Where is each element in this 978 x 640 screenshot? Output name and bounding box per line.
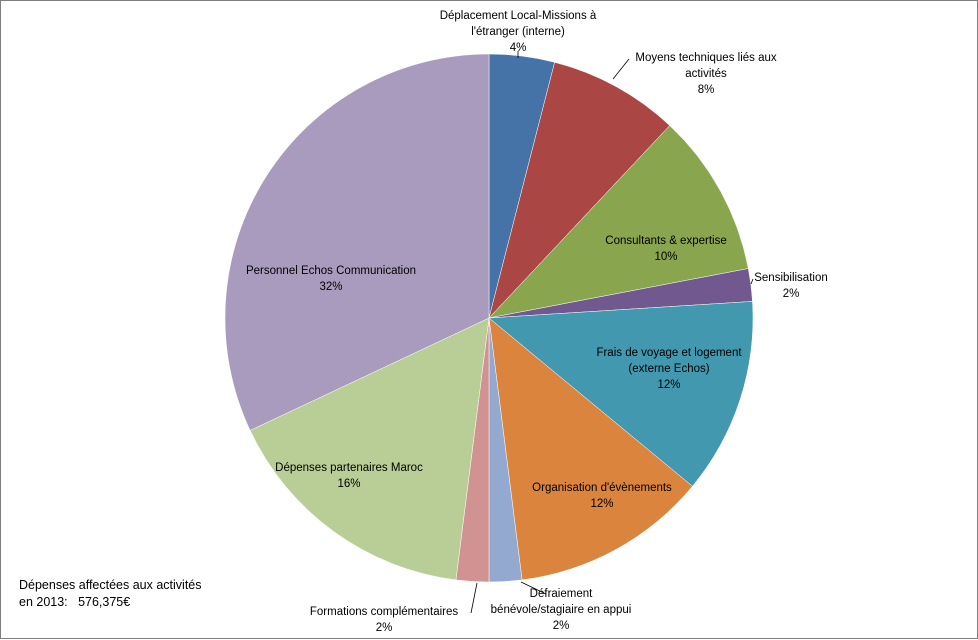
data-label-name: Consultants & expertise bbox=[605, 235, 726, 247]
data-labels: Déplacement Local-Missions à l'étranger (… bbox=[246, 10, 828, 634]
data-label-name: Défraiement bbox=[530, 588, 593, 600]
data-label-name: l'étranger (interne) bbox=[471, 26, 565, 38]
data-label-percent: 16% bbox=[337, 478, 360, 490]
data-label-name: activités bbox=[685, 68, 727, 80]
leader-line-7 bbox=[520, 581, 547, 595]
data-label-percent: 4% bbox=[510, 42, 527, 54]
pie-slice-3 bbox=[488, 125, 749, 319]
data-label-percent: 2% bbox=[553, 620, 570, 632]
data-label-percent: 32% bbox=[319, 281, 342, 293]
data-label-5: Frais de voyage et logement (externe Echo… bbox=[596, 347, 742, 391]
data-label-6: Organisation d'évènements 12% bbox=[532, 482, 672, 510]
data-label-percent: 10% bbox=[654, 251, 677, 263]
data-label-9: Dépenses partenaires Maroc 16% bbox=[275, 462, 423, 490]
data-label-8: Formations complémentaires 2% bbox=[310, 606, 459, 634]
data-label-3: Consultants & expertise 10% bbox=[605, 235, 726, 263]
note-line-1: Dépenses affectées aux activités bbox=[19, 578, 202, 592]
data-label-name: Personnel Echos Communication bbox=[246, 265, 416, 277]
data-label-name: bénévole/stagiaire en appui bbox=[491, 604, 632, 616]
data-label-name: (externe Echos) bbox=[628, 363, 709, 375]
note-line-2: en 2013: 576,375€ bbox=[19, 595, 131, 609]
data-label-percent: 12% bbox=[657, 379, 680, 391]
data-label-1: Déplacement Local-Missions à l'étranger (… bbox=[440, 10, 597, 54]
data-label-percent: 2% bbox=[376, 622, 393, 634]
total-note: Dépenses affectées aux activités en 2013… bbox=[19, 577, 239, 611]
data-label-2: Moyens techniques liés aux activités 8% bbox=[635, 52, 777, 96]
leader-line-8 bbox=[470, 582, 478, 614]
data-label-4: Sensibilisation 2% bbox=[754, 272, 828, 300]
data-label-7: Défraiement bénévole/stagiaire en appui 2% bbox=[491, 588, 632, 632]
data-label-name: Frais de voyage et logement bbox=[596, 347, 742, 359]
pie-slices bbox=[224, 53, 754, 583]
data-label-name: Organisation d'évènements bbox=[532, 482, 672, 494]
pie-slice-9 bbox=[249, 317, 490, 581]
leader-line-2 bbox=[612, 58, 630, 80]
data-label-percent: 8% bbox=[698, 84, 715, 96]
pie-slice-2 bbox=[488, 61, 671, 319]
data-label-name: Sensibilisation bbox=[754, 272, 828, 284]
data-label-percent: 2% bbox=[783, 288, 800, 300]
data-label-name: Formations complémentaires bbox=[310, 606, 459, 618]
data-label-10: Personnel Echos Communication 32% bbox=[246, 265, 416, 293]
leader-line-4 bbox=[750, 278, 754, 285]
data-label-name: Moyens techniques liés aux bbox=[635, 52, 777, 64]
data-label-percent: 12% bbox=[590, 498, 613, 510]
pie-slice-5 bbox=[488, 301, 754, 487]
pie-slice-10 bbox=[224, 53, 490, 431]
data-label-name: Déplacement Local-Missions à bbox=[440, 10, 597, 22]
data-label-name: Dépenses partenaires Maroc bbox=[275, 462, 423, 474]
pie-slice-6 bbox=[488, 317, 693, 581]
